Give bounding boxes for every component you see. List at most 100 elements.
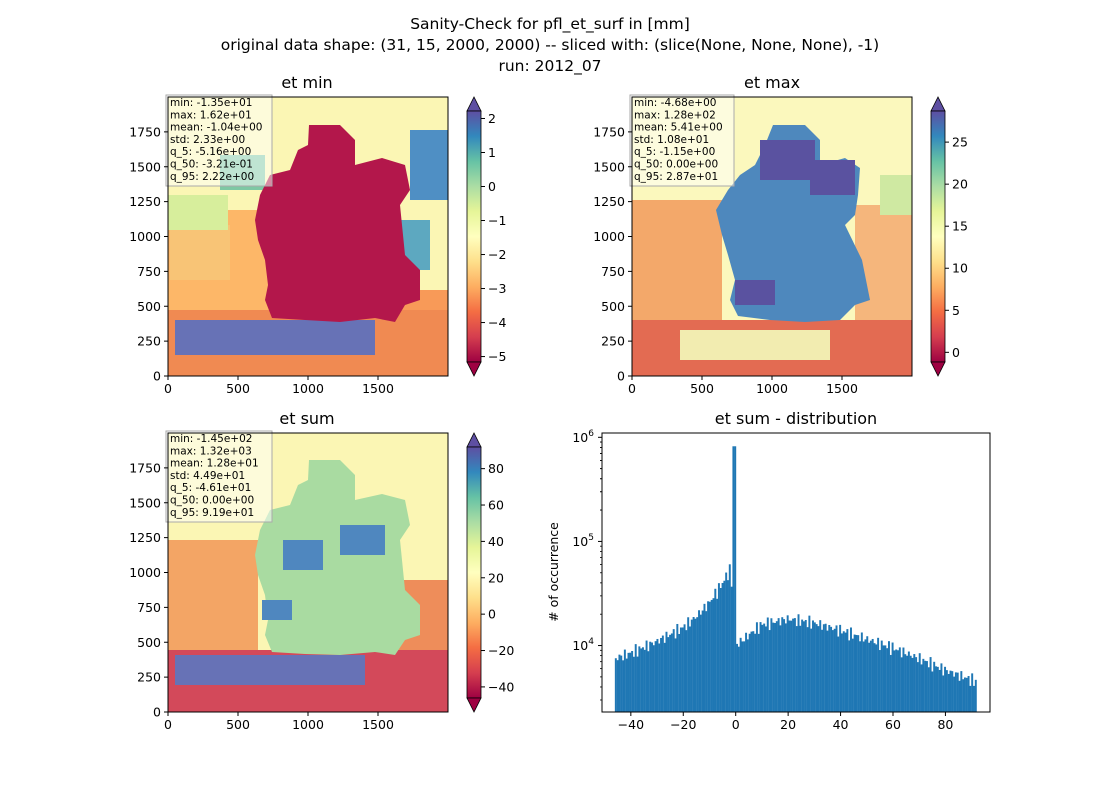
histogram-bar — [761, 624, 764, 712]
histogram-bar — [647, 651, 650, 712]
histogram-bar — [954, 672, 957, 712]
histogram-bar — [922, 658, 925, 712]
histogram-bar — [698, 610, 701, 712]
histogram-bar — [902, 647, 905, 712]
histogram-bar — [674, 638, 677, 712]
y-tick-label: 1500 — [129, 159, 161, 174]
x-tick-label: 500 — [226, 381, 250, 396]
histogram-bar — [965, 677, 968, 712]
stats-line: std: 1.08e+01 — [634, 134, 709, 146]
histogram-bar — [916, 662, 919, 712]
histogram-bar — [810, 628, 813, 712]
x-tick-label: 1000 — [292, 717, 324, 732]
histogram-bar — [913, 654, 916, 712]
histogram-bar — [627, 652, 630, 712]
x-tick-label: 1500 — [362, 381, 394, 396]
panel-et-sum-distribution: et sum - distribution # of occurrence −4… — [546, 409, 991, 732]
histogram-bar — [754, 633, 757, 712]
histogram-bar — [967, 676, 970, 712]
germany-shape — [255, 460, 420, 655]
colorbar-tick-label: −4 — [488, 315, 506, 330]
y-tick-label: 500 — [601, 299, 625, 314]
stats-line: std: 4.49e+01 — [170, 470, 245, 482]
stats-line: mean: -1.04e+00 — [170, 122, 262, 134]
histogram-bar — [632, 656, 635, 712]
histogram-bar — [868, 642, 871, 712]
x-tick-label: 1500 — [362, 717, 394, 732]
histogram-bar — [658, 643, 661, 712]
histogram-bar — [766, 617, 769, 712]
histogram-bar — [900, 657, 903, 712]
histogram-bar — [804, 619, 807, 712]
histogram-bar — [665, 631, 668, 712]
histogram-bar — [851, 638, 854, 712]
histogram-bar — [638, 646, 641, 712]
histogram-bar — [676, 623, 679, 712]
stats-line: q_95: 2.87e+01 — [634, 171, 718, 183]
histogram-bar — [871, 638, 874, 712]
x-tick-label: −40 — [618, 717, 644, 732]
histogram-bar — [663, 642, 666, 712]
figure-title-line-3: run: 2012_07 — [498, 57, 601, 76]
histogram-bar — [819, 620, 822, 712]
histogram-bar — [801, 619, 804, 712]
histogram-bar — [898, 647, 901, 712]
histogram-bar — [741, 641, 744, 712]
stats-box — [165, 94, 273, 187]
histogram-bar — [806, 627, 809, 712]
histogram-bar — [622, 660, 625, 712]
panel-title: et min — [281, 73, 332, 92]
histogram-bar — [667, 637, 670, 712]
germany-highlights — [735, 140, 855, 305]
colorbar-tick-label: −40 — [488, 679, 514, 694]
histogram-bar — [848, 640, 851, 712]
histogram-bar — [822, 624, 825, 712]
histogram-bar — [641, 647, 644, 712]
histogram-bar — [672, 629, 675, 712]
colorbar-tick-label: −3 — [488, 281, 506, 296]
histogram-bar — [855, 634, 858, 712]
histogram-bar — [730, 586, 733, 712]
histogram-bar — [817, 626, 820, 712]
histogram-bar — [812, 620, 814, 712]
histogram-bar — [944, 666, 947, 712]
histogram-bar — [759, 622, 762, 712]
histogram-bar — [799, 625, 802, 712]
histogram-bar — [864, 639, 867, 712]
histogram-bar — [802, 621, 805, 712]
histogram-bar — [788, 620, 791, 712]
x-tick-label: 0 — [164, 717, 172, 732]
histogram-bar — [815, 624, 818, 712]
histogram-bar — [839, 624, 842, 712]
stats-line: std: 2.33e+00 — [170, 134, 245, 146]
colorbar-extend-bottom — [930, 361, 946, 377]
colorbar-tick-label: 1 — [488, 145, 496, 160]
histogram-bar — [846, 629, 849, 712]
histogram-bar — [862, 641, 865, 712]
histogram-bar — [960, 671, 963, 712]
histogram-bar — [643, 649, 646, 712]
histogram-bar — [880, 640, 883, 712]
histogram-bar — [869, 640, 872, 712]
y-tick-label: 250 — [601, 334, 625, 349]
histogram-bar — [681, 627, 684, 712]
stats-line: q_95: 9.19e+01 — [170, 507, 254, 519]
histogram-bar — [696, 617, 699, 712]
histogram-bar — [640, 648, 643, 712]
histogram-bar — [732, 446, 735, 712]
histogram-bar — [842, 631, 845, 712]
histogram-bar — [833, 628, 836, 712]
histogram-bar — [707, 601, 710, 712]
histogram-bar — [656, 638, 659, 712]
stats-line: q_5: -4.61e+01 — [170, 482, 251, 494]
histogram-bar — [654, 641, 657, 712]
histogram-bar — [857, 635, 860, 712]
histogram-bar — [853, 634, 856, 712]
stats-line: max: 1.62e+01 — [170, 109, 252, 121]
map-warm-region — [632, 200, 912, 376]
x-tick-label: 20 — [780, 717, 796, 732]
x-tick-label: −20 — [670, 717, 696, 732]
stats-line: q_5: -1.15e+00 — [634, 146, 715, 158]
histogram-bar — [897, 650, 899, 712]
